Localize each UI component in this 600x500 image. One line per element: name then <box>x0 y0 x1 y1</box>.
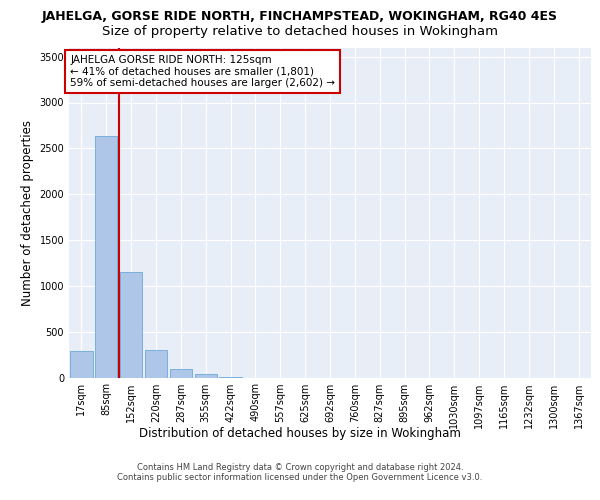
Bar <box>170 369 192 378</box>
Bar <box>95 136 118 378</box>
Text: JAHELGA, GORSE RIDE NORTH, FINCHAMPSTEAD, WOKINGHAM, RG40 4ES: JAHELGA, GORSE RIDE NORTH, FINCHAMPSTEAD… <box>42 10 558 23</box>
Bar <box>70 351 92 378</box>
Text: JAHELGA GORSE RIDE NORTH: 125sqm
← 41% of detached houses are smaller (1,801)
59: JAHELGA GORSE RIDE NORTH: 125sqm ← 41% o… <box>70 55 335 88</box>
Text: Contains HM Land Registry data © Crown copyright and database right 2024.
Contai: Contains HM Land Registry data © Crown c… <box>118 463 482 482</box>
Text: Size of property relative to detached houses in Wokingham: Size of property relative to detached ho… <box>102 25 498 38</box>
Bar <box>145 350 167 378</box>
Bar <box>120 272 142 378</box>
Bar <box>194 374 217 378</box>
Y-axis label: Number of detached properties: Number of detached properties <box>21 120 34 306</box>
Bar <box>220 376 242 378</box>
Text: Distribution of detached houses by size in Wokingham: Distribution of detached houses by size … <box>139 428 461 440</box>
